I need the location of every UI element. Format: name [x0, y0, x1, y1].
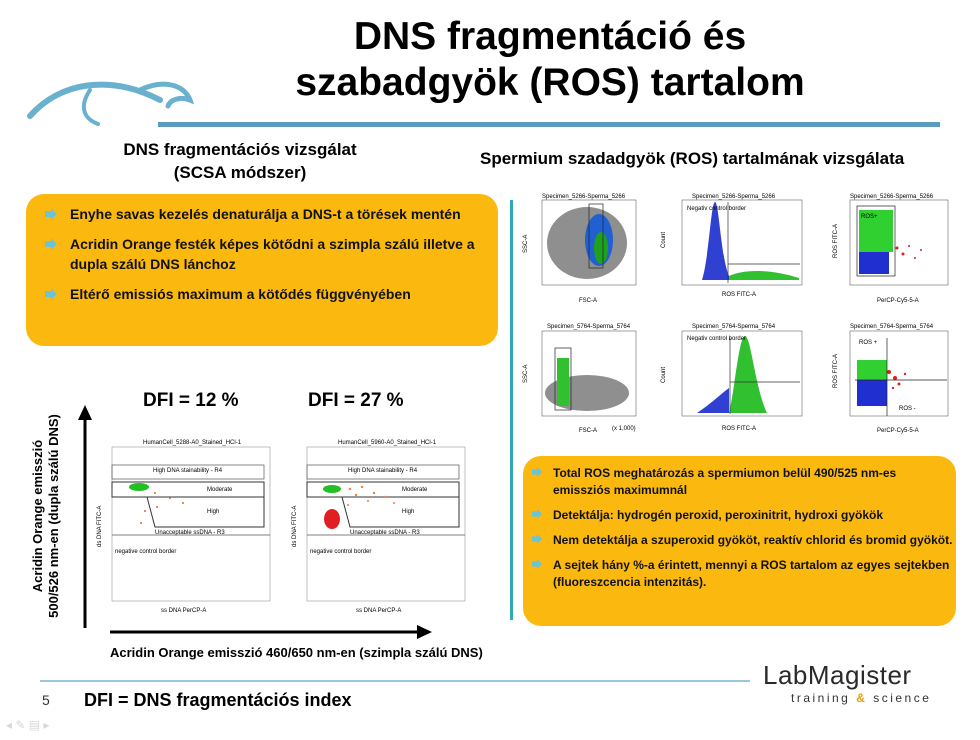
arrow-right-icon [531, 466, 543, 478]
right-bullet-4: A sejtek hány %-a érintett, mennyi a ROS… [523, 557, 956, 591]
dfi-plot-1-neg-border: negative control border [115, 549, 176, 555]
dfi-plot-2-high: High [402, 509, 414, 515]
row2-plot1-xlabel: FSC-A [579, 428, 597, 434]
dfi-x-axis-label: Acridin Orange emisszió 460/650 nm-en (s… [110, 645, 483, 660]
left-bullet-1-text: Enyhe savas kezelés denaturálja a DNS-t … [70, 206, 461, 222]
page-number: 5 [42, 692, 50, 708]
dfi-y-axis-label: Acridin Orange emisszió 500/526 nm-en (d… [30, 406, 62, 626]
right-bullet-1-text: Total ROS meghatározás a spermiumon belü… [553, 466, 897, 497]
tagline-training: training [791, 691, 851, 705]
dfi-plot-2-title: HumanCell_5960-A0_Stained_HCl-1 [338, 440, 437, 446]
row1-plot2-neg-control: Negativ control border [687, 206, 746, 212]
slide-nav-controls[interactable]: ◂ ✎ ▤ ▸ [6, 718, 50, 732]
row2-plot3-ros-plus: ROS + [859, 340, 878, 346]
dfi-plot-2-high-stain: High DNA stainability - R4 [348, 468, 418, 474]
left-bullet-list: Enyhe savas kezelés denaturálja a DNS-t … [26, 204, 498, 304]
row2-plot3-title: Specimen_5764-Sperma_5764 [850, 324, 934, 330]
arrow-right-icon [531, 508, 543, 520]
dfi-plot-2-neg-border: negative control border [310, 549, 371, 555]
right-bullet-list: Total ROS meghatározás a spermiumon belü… [523, 465, 956, 591]
row2-plot1-xscale: (x 1,000) [612, 426, 636, 432]
title-underline [158, 122, 940, 127]
arrow-right-icon [45, 208, 57, 220]
left-bullet-2: Acridin Orange festék képes kötődni a sz… [26, 234, 498, 274]
labmagister-tagline: training & science [791, 691, 931, 705]
arrow-right-icon [45, 288, 57, 300]
arrow-right-icon [531, 533, 543, 545]
dfi-value-1: DFI = 12 % [143, 390, 239, 411]
dfi-plot-1-x-axis: ss DNA PerCP-A [161, 608, 206, 614]
arrow-right-icon [531, 558, 543, 570]
mouse-logo-icon [27, 81, 195, 126]
row2-plot3-ros-minus: ROS - [899, 406, 916, 412]
left-bullet-1: Enyhe savas kezelés denaturálja a DNS-t … [26, 204, 498, 224]
dfi-value-2: DFI = 27 % [308, 390, 404, 411]
row2-plot2-ylabel: Count [661, 367, 667, 383]
flow-cytometry-plots: Specimen_5266-Sperma_5266 FSC-A SSC-A Sp… [523, 194, 949, 434]
slide-title: DNS fragmentáció és szabadgyök (ROS) tar… [240, 14, 860, 106]
dfi-plot-2-moderate: Moderate [402, 487, 428, 493]
row2-plot3-ylabel: ROS FITC-A [833, 354, 839, 388]
dfi-plot-2: HumanCell_5960-A0_Stained_HCl-1 High DNA… [292, 440, 466, 614]
dfi-plot-1-title: HumanCell_5288-A0_Stained_HCl-1 [143, 440, 242, 446]
right-bullet-2: Detektálja: hydrogén peroxid, peroxinitr… [523, 507, 956, 524]
left-title-line-1: DNS fragmentációs vizsgálat [123, 140, 357, 159]
row2-plot1-title: Specimen_5764-Sperma_5764 [547, 324, 631, 330]
y-axis-label-line-2: 500/526 nm-en (dupla szálú DNS) [46, 414, 61, 618]
row1-plot3-ylabel: ROS FITC-A [833, 224, 839, 258]
row1-plot2-xlabel: ROS FITC-A [722, 292, 756, 298]
row1-plot1-title: Specimen_5266-Sperma_5266 [542, 194, 626, 200]
left-section-title: DNS fragmentációs vizsgálat (SCSA módsze… [90, 138, 390, 184]
y-axis-label-line-1: Acridin Orange emisszió [30, 439, 45, 593]
right-bullet-3: Nem detektálja a szuperoxid gyököt, reak… [523, 532, 956, 549]
row1-plot3-xlabel: PerCP-Cy5-5-A [877, 298, 919, 304]
row1-plot2-ylabel: Count [661, 232, 667, 248]
left-bullet-box: Enyhe savas kezelés denaturálja a DNS-t … [26, 194, 498, 346]
row1-plot3-ros-plus: ROS+ [861, 214, 878, 220]
tagline-amp: & [856, 691, 868, 705]
row2-plot2-title: Specimen_5764-Sperma_5764 [692, 324, 776, 330]
dfi-plot-2-unacceptable: Unacceptable ssDNA - R3 [350, 530, 420, 536]
left-bullet-2-text: Acridin Orange festék képes kötődni a sz… [70, 236, 475, 272]
title-line-1: DNS fragmentáció és [353, 15, 747, 58]
vertical-divider [510, 200, 513, 620]
right-bullet-4-text: A sejtek hány %-a érintett, mennyi a ROS… [553, 558, 950, 589]
flow-cytometry-panel: Specimen_5266-Sperma_5266 FSC-A SSC-A Sp… [517, 188, 955, 438]
dfi-plot-1-unacceptable: Unacceptable ssDNA - R3 [155, 530, 225, 536]
footer-text: DFI = DNS fragmentációs index [84, 690, 352, 710]
row2-plot1-ylabel: SSC-A [523, 365, 529, 383]
dfi-plot-2-x-axis: ss DNA PerCP-A [356, 608, 401, 614]
dfi-plot-1-high-stain: High DNA stainability - R4 [153, 468, 223, 474]
dfi-plot-1: HumanCell_5288-A0_Stained_HCl-1 High DNA… [97, 440, 271, 614]
dfi-plot-2-y-axis: ds DNA FITC-A [292, 506, 298, 547]
dfi-axes-arrows [78, 405, 432, 639]
footer-divider [40, 680, 750, 682]
left-bullet-3-text: Eltérő emissiós maximum a kötődés függvé… [70, 286, 411, 302]
row2-plot2-xlabel: ROS FITC-A [722, 426, 756, 432]
dfi-plot-1-moderate: Moderate [207, 487, 233, 493]
row2-plot3-xlabel: PerCP-Cy5-5-A [877, 428, 919, 434]
right-bullet-2-text: Detektálja: hydrogén peroxid, peroxinitr… [553, 508, 884, 522]
tagline-science: science [873, 691, 932, 705]
left-title-line-2: (SCSA módszer) [173, 163, 307, 182]
row1-plot3-title: Specimen_5266-Sperma_5266 [850, 194, 934, 200]
title-line-2: szabadgyök (ROS) tartalom [295, 61, 805, 104]
labmagister-logo: LabMagister [763, 660, 912, 690]
row1-plot1-xlabel: FSC-A [579, 298, 597, 304]
row1-plot2-title: Specimen_5266-Sperma_5266 [692, 194, 776, 200]
dfi-plot-1-high: High [207, 509, 219, 515]
row2-plot2-neg-control: Negativ control border [687, 336, 746, 342]
right-bullet-3-text: Nem detektálja a szuperoxid gyököt, reak… [553, 533, 953, 547]
left-bullet-3: Eltérő emissiós maximum a kötődés függvé… [26, 284, 498, 304]
right-bullet-box: Total ROS meghatározás a spermiumon belü… [523, 456, 956, 626]
right-bullet-1: Total ROS meghatározás a spermiumon belü… [523, 465, 956, 499]
row1-plot1-ylabel: SSC-A [523, 235, 529, 253]
dfi-plot-1-y-axis: ds DNA FITC-A [97, 506, 103, 547]
arrow-right-icon [45, 238, 57, 250]
right-section-title: Spermium szadadgyök (ROS) tartalmának vi… [480, 149, 905, 168]
